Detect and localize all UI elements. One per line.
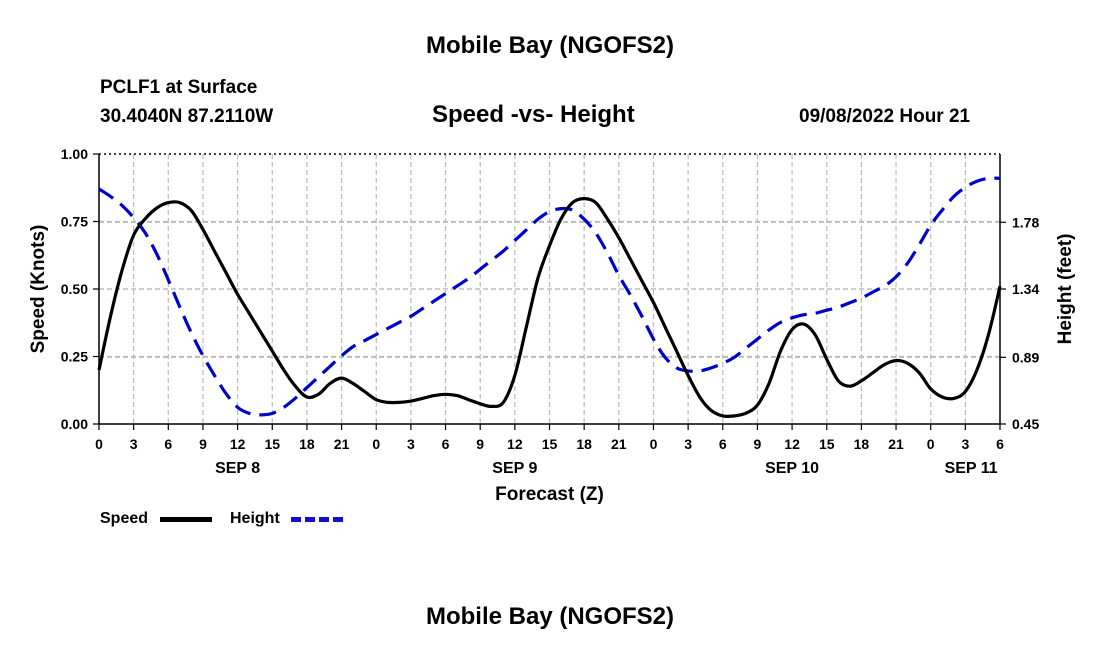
x-tick-label: 6 (164, 436, 172, 452)
legend-height-label: Height (230, 510, 280, 527)
x-tick-label: 3 (407, 436, 415, 452)
x-tick-label: 0 (927, 436, 935, 452)
x-tick-label: 21 (888, 436, 904, 452)
x-tick-label: 0 (650, 436, 658, 452)
legend-speed-swatch (160, 517, 212, 522)
x-tick-label: 6 (442, 436, 450, 452)
x-tick-label: 9 (476, 436, 484, 452)
x-tick-label: 3 (130, 436, 138, 452)
x-date-label: SEP 11 (945, 460, 998, 477)
y2-tick-label: 0.45 (1012, 416, 1039, 432)
x-tick-label: 0 (372, 436, 380, 452)
x-tick-label: 0 (95, 436, 103, 452)
x-tick-label: 6 (996, 436, 1004, 452)
x-tick-label: 21 (334, 436, 350, 452)
x-date-label: SEP 9 (492, 460, 537, 477)
legend-speed-label: Speed (100, 510, 149, 527)
x-tick-label: 15 (542, 436, 558, 452)
x-date-label: SEP 8 (215, 460, 260, 477)
x-tick-label: 21 (611, 436, 627, 452)
x-tick-label: 12 (784, 436, 800, 452)
y-tick-label: 0.75 (61, 214, 88, 230)
legend-height-swatch (291, 517, 343, 522)
x-tick-label: 15 (264, 436, 280, 452)
station-label: PCLF1 at Surface (100, 77, 258, 98)
speed-series-line (97, 197, 1002, 419)
y2-axis-title: Height (feet) (1055, 234, 1076, 345)
station-coords: 30.4040N 87.2110W (100, 106, 274, 127)
chart-subtitle: Speed -vs- Height (432, 101, 635, 128)
x-tick-label: 3 (684, 436, 692, 452)
x-tick-label: 3 (961, 436, 969, 452)
y2-tick-label: 1.78 (1012, 214, 1039, 230)
x-tick-label: 18 (854, 436, 870, 452)
x-tick-label: 15 (819, 436, 835, 452)
speed-height-chart: 0 3 6 9 12 15 18 21 0 3 6 9 12 15 18 21 0 3 6 9 12 15 18 21 0 3 6 S… (28, 146, 1076, 505)
x-tick-label: 9 (754, 436, 762, 452)
x-tick-label: 6 (719, 436, 727, 452)
y-tick-label: 1.00 (61, 146, 88, 162)
y-tick-label: 0.50 (61, 281, 88, 297)
x-tick-label: 12 (230, 436, 246, 452)
y-tick-label: 0.00 (61, 416, 88, 432)
forecast-datetime: 09/08/2022 Hour 21 (799, 106, 971, 127)
x-axis-title: Forecast (Z) (495, 484, 604, 505)
x-tick-label: 12 (507, 436, 523, 452)
y-tick-label: 0.25 (61, 349, 88, 365)
bottom-chart-title: Mobile Bay (NGOFS2) (425, 603, 675, 630)
height-series-line (98, 176, 1001, 417)
y2-tick-label: 0.89 (1012, 349, 1039, 365)
x-date-label: SEP 10 (765, 460, 819, 477)
chart-title: Mobile Bay (NGOFS2) (425, 32, 675, 59)
y-axis-title: Speed (Knots) (28, 225, 49, 354)
x-tick-label: 18 (576, 436, 592, 452)
x-tick-label: 9 (199, 436, 207, 452)
x-tick-label: 18 (299, 436, 315, 452)
y2-tick-label: 1.34 (1012, 281, 1039, 297)
